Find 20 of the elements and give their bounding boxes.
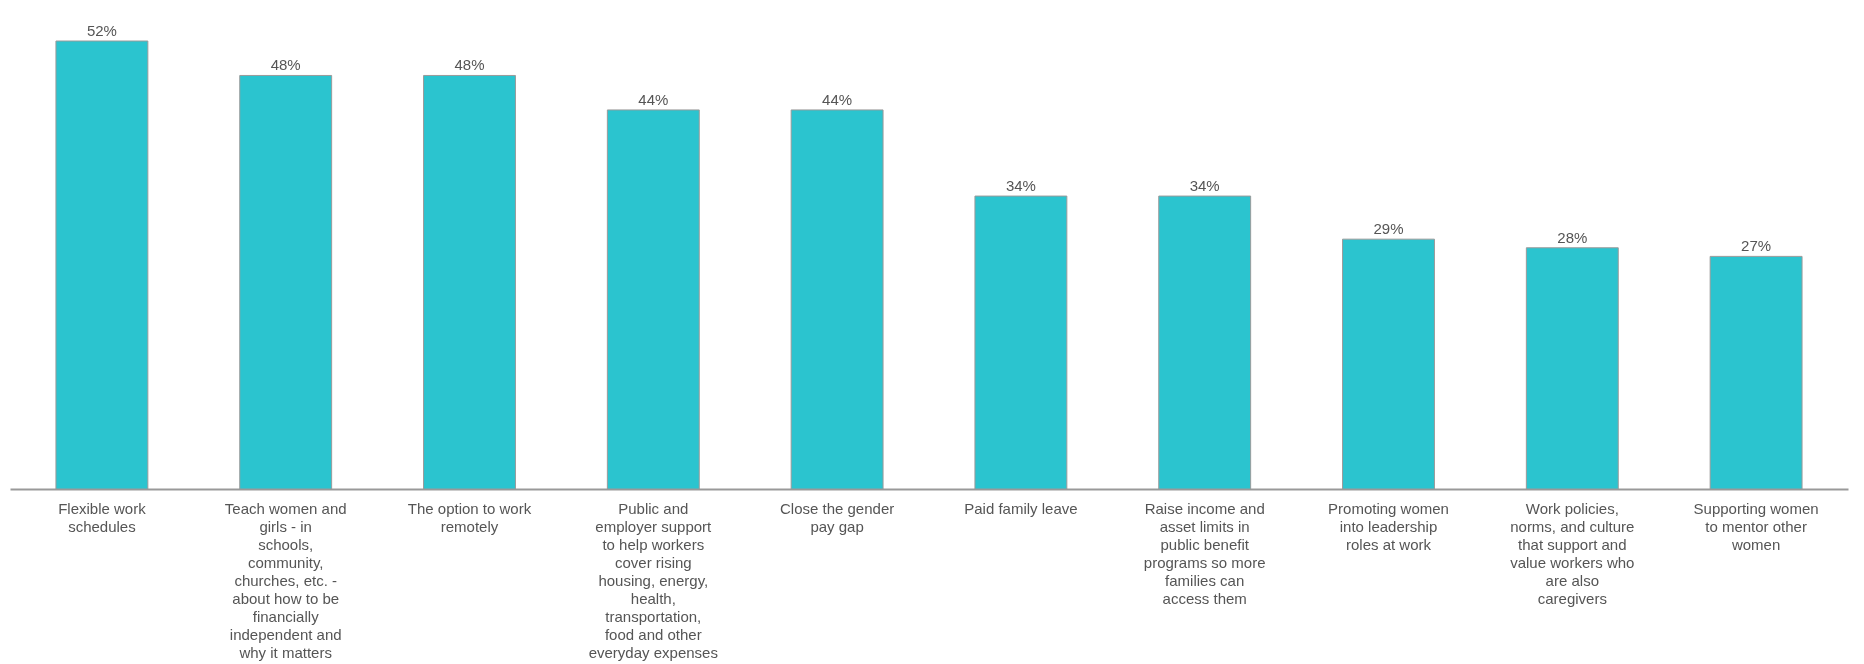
x-tick-label: Close the gender pay gap — [779, 499, 895, 535]
category-label: Teach women and girls - in schools, community, churches, etc. - about how to be financially independent and why it matters — [224, 499, 347, 661]
x-tick-label: Raise income and asset limits in public benefit programs so more families can access them — [1143, 499, 1266, 607]
category-label: Public and employer support to help workers cover rising housing, energy, health, transportation, food and other everyday expenses — [588, 499, 718, 661]
x-tick-label: Paid family leave — [964, 499, 1078, 517]
data-label: 27% — [1741, 237, 1772, 255]
x-tick-label: Flexible work schedules — [58, 499, 147, 535]
x-tick-label: Work policies, norms, and culture that support and value workers who are also caregivers — [1510, 499, 1635, 607]
x-tick-label: Promoting women into leadership roles at work — [1328, 499, 1449, 553]
data-label: 34% — [1005, 177, 1036, 195]
data-label: 29% — [1373, 220, 1404, 238]
x-tick-label: The option to work remotely — [407, 499, 532, 535]
data-label: 48% — [270, 56, 301, 74]
data-label: 34% — [1189, 177, 1220, 195]
data-label: 28% — [1557, 228, 1588, 246]
x-tick-label: Supporting women to mentor other women — [1693, 499, 1819, 553]
data-label: 52% — [86, 22, 117, 39]
data-label: 44% — [638, 90, 669, 108]
data-label: 48% — [454, 56, 485, 74]
data-label: 44% — [822, 90, 853, 108]
